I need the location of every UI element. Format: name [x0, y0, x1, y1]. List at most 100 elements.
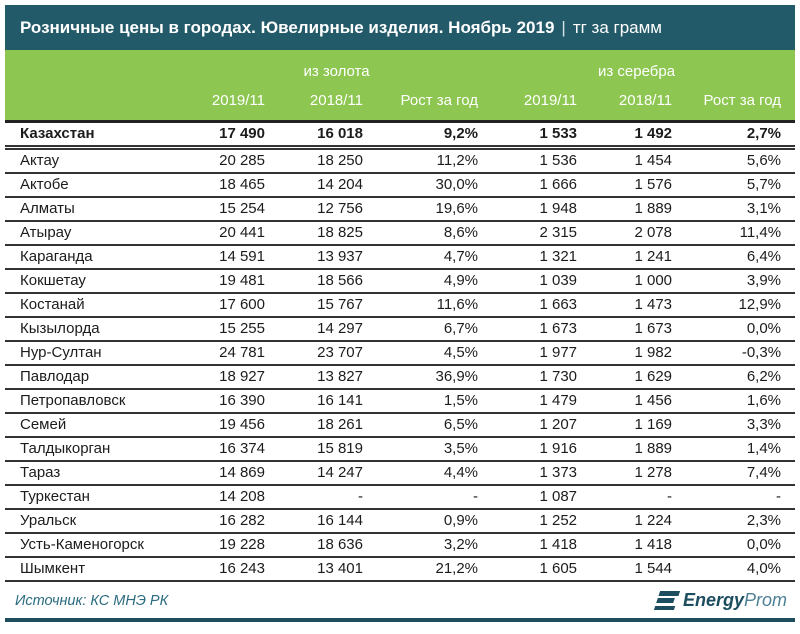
value-cell: 1 916	[478, 437, 578, 462]
column-header-row: 2019/11 2018/11 Рост за год 2019/11 2018…	[5, 84, 796, 123]
city-cell: Семей	[5, 413, 195, 438]
value-cell: 16 390	[195, 389, 265, 414]
value-cell: 0,0%	[672, 533, 796, 558]
value-cell: 23 707	[265, 341, 363, 366]
value-cell: 18 825	[265, 221, 363, 246]
column-header-silver-2019: 2019/11	[478, 84, 578, 123]
value-cell: 14 869	[195, 461, 265, 486]
table-row: Атырау 20 441 18 825 8,6% 2 315 2 078 11,4%	[5, 221, 796, 246]
column-header-spacer	[5, 84, 195, 123]
value-cell: 1 252	[478, 509, 578, 534]
value-cell: 2 315	[478, 221, 578, 246]
energyprom-bars-icon	[653, 591, 681, 610]
city-cell: Нур-Султан	[5, 341, 195, 366]
value-cell: 1 492	[577, 121, 673, 150]
city-cell: Павлодар	[5, 365, 195, 390]
column-header-silver-growth: Рост за год	[672, 84, 796, 123]
value-cell: 2 078	[577, 221, 673, 246]
value-cell: 3,2%	[363, 533, 479, 558]
city-cell: Усть-Каменогорск	[5, 533, 195, 558]
value-cell: 9,2%	[363, 121, 479, 150]
value-cell: 1 000	[577, 269, 673, 294]
value-cell: 5,6%	[672, 147, 796, 174]
value-cell: 19 456	[195, 413, 265, 438]
value-cell: 3,5%	[363, 437, 479, 462]
value-cell: 12,9%	[672, 293, 796, 318]
value-cell: 1 278	[577, 461, 673, 486]
value-cell: 16 144	[265, 509, 363, 534]
value-cell: 2,7%	[672, 121, 796, 150]
value-cell: 1 889	[577, 197, 673, 222]
value-cell: 1 454	[577, 147, 673, 174]
value-cell: 1 982	[577, 341, 673, 366]
value-cell: 16 374	[195, 437, 265, 462]
value-cell: 19 481	[195, 269, 265, 294]
value-cell: 1 536	[478, 147, 578, 174]
value-cell: 15 767	[265, 293, 363, 318]
value-cell: 6,2%	[672, 365, 796, 390]
footer: Источник: КС МНЭ РК EnergyProm	[5, 582, 795, 615]
value-cell: 1 666	[478, 173, 578, 198]
city-cell: Актобе	[5, 173, 195, 198]
city-cell: Алматы	[5, 197, 195, 222]
value-cell: 1 207	[478, 413, 578, 438]
value-cell: 17 490	[195, 121, 265, 150]
value-cell: 18 636	[265, 533, 363, 558]
value-cell: 1 473	[577, 293, 673, 318]
value-cell: -	[363, 485, 479, 510]
value-cell: 5,7%	[672, 173, 796, 198]
value-cell: -	[265, 485, 363, 510]
table-row: Актобе 18 465 14 204 30,0% 1 666 1 576 5,7%	[5, 173, 796, 198]
value-cell: 1 418	[478, 533, 578, 558]
value-cell: 1 533	[478, 121, 578, 150]
value-cell: 4,5%	[363, 341, 479, 366]
value-cell: 1 087	[478, 485, 578, 510]
value-cell: 1 373	[478, 461, 578, 486]
value-cell: 24 781	[195, 341, 265, 366]
value-cell: 18 465	[195, 173, 265, 198]
source-label: Источник: КС МНЭ РК	[15, 592, 169, 609]
value-cell: 19,6%	[363, 197, 479, 222]
value-cell: -	[672, 485, 796, 510]
value-cell: 16 282	[195, 509, 265, 534]
logo-text-light: Prom	[743, 590, 787, 610]
value-cell: 1 673	[478, 317, 578, 342]
value-cell: 15 255	[195, 317, 265, 342]
value-cell: 1 321	[478, 245, 578, 270]
value-cell: 1 479	[478, 389, 578, 414]
value-cell: 1 629	[577, 365, 673, 390]
value-cell: 20 285	[195, 147, 265, 174]
logo-text-bold: Energy	[682, 590, 744, 610]
value-cell: 15 819	[265, 437, 363, 462]
table-row: Костанай 17 600 15 767 11,6% 1 663 1 473 12,9%	[5, 293, 796, 318]
value-cell: 1 224	[577, 509, 673, 534]
table-row: Алматы 15 254 12 756 19,6% 1 948 1 889 3,1%	[5, 197, 796, 222]
value-cell: -0,3%	[672, 341, 796, 366]
city-cell: Актау	[5, 147, 195, 174]
table-row: Кокшетау 19 481 18 566 4,9% 1 039 1 000 3,9%	[5, 269, 796, 294]
value-cell: 18 261	[265, 413, 363, 438]
group-header-gold: из золота	[195, 50, 479, 84]
prices-table: из золота из серебра 2019/11 2018/11 Рос…	[5, 50, 796, 582]
energyprom-logo: EnergyProm	[653, 590, 787, 611]
value-cell: 0,0%	[672, 317, 796, 342]
city-cell: Атырау	[5, 221, 195, 246]
table-body: Казахстан 17 490 16 018 9,2% 1 533 1 492 2,7% А…	[5, 121, 796, 582]
value-cell: 1 889	[577, 437, 673, 462]
value-cell: 1,5%	[363, 389, 479, 414]
value-cell: 30,0%	[363, 173, 479, 198]
table-row: Усть-Каменогорск 19 228 18 636 3,2% 1 418 1 4…	[5, 533, 796, 558]
value-cell: 19 228	[195, 533, 265, 558]
city-cell: Петропавловск	[5, 389, 195, 414]
value-cell: 1 544	[577, 557, 673, 582]
column-header-gold-2019: 2019/11	[195, 84, 265, 123]
value-cell: 3,1%	[672, 197, 796, 222]
value-cell: 6,4%	[672, 245, 796, 270]
city-cell: Тараз	[5, 461, 195, 486]
value-cell: 36,9%	[363, 365, 479, 390]
column-header-gold-2018: 2018/11	[265, 84, 363, 123]
value-cell: 1 039	[478, 269, 578, 294]
city-cell: Туркестан	[5, 485, 195, 510]
table-row: Казахстан 17 490 16 018 9,2% 1 533 1 492 2,7%	[5, 121, 796, 150]
